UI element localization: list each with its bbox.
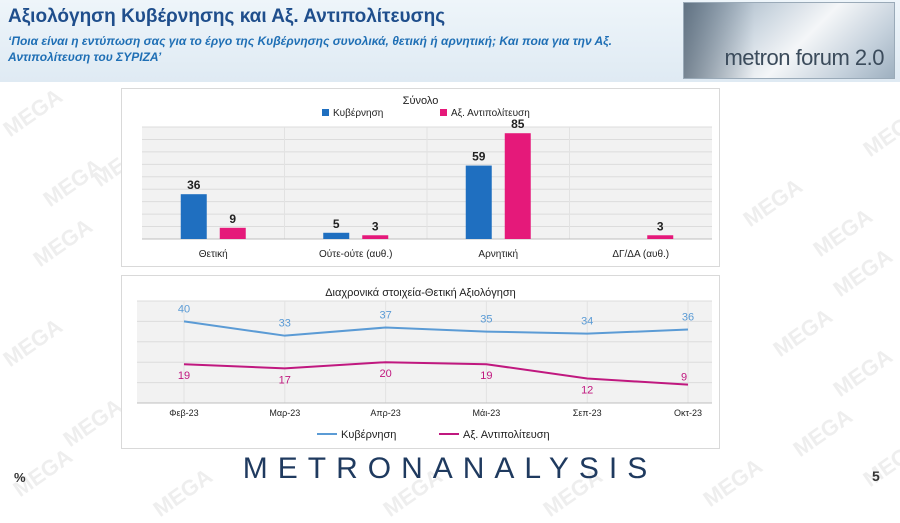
data-label: 40 [178, 303, 190, 315]
legend-swatch-1 [440, 109, 447, 116]
logo-shade [684, 3, 754, 78]
legend-label-0: Κυβέρνηση [341, 429, 396, 441]
plot-background [137, 301, 712, 403]
data-label: 36 [682, 312, 694, 324]
category-label: Θετική [199, 248, 228, 260]
watermark: MEGA [768, 303, 837, 362]
bar-value-label: 9 [229, 212, 236, 226]
data-label: 19 [480, 370, 492, 382]
watermark: MEGA [858, 103, 900, 162]
category-label: Μάι-23 [473, 408, 501, 418]
category-label: Σεπ-23 [573, 408, 602, 418]
slide-title: Αξιολόγηση Κυβέρνησης και Αξ. Αντιπολίτε… [8, 6, 446, 27]
slide-subtitle: ‘Ποια είναι η εντύπωση σας για το έργο τ… [8, 34, 612, 64]
bar-value-label: 59 [472, 150, 486, 164]
data-label: 33 [279, 318, 291, 330]
category-label: Απρ-23 [370, 408, 400, 418]
chart-title: Διαχρονικά στοιχεία-Θετική Αξιολόγηση [325, 287, 516, 299]
bar-value-label: 85 [511, 117, 525, 131]
watermark: MEGA [58, 393, 127, 452]
bar-1-1 [362, 235, 389, 239]
data-label: 17 [279, 374, 291, 386]
series-line-0 [183, 320, 689, 337]
chart-total: Σύνολο Κυβέρνηση Αξ. Αντιπολίτευση 36 9 Θετικ… [121, 88, 720, 267]
data-label: 35 [480, 314, 492, 326]
category-label: Φεβ-23 [169, 408, 198, 418]
bar-value-label: 3 [372, 219, 379, 233]
watermark: MEGA [0, 83, 67, 142]
watermark: MEGA [808, 203, 877, 262]
watermark: MEGA [0, 313, 67, 372]
logo-text: metron forum 2.0 [724, 45, 884, 70]
series-line-1 [183, 361, 689, 386]
bar-0-1 [323, 232, 350, 239]
watermark: MEGA [828, 243, 897, 302]
metron-analysis-logo: METRONANALYSIS [242, 452, 658, 485]
bar-1-0 [219, 227, 246, 239]
watermark: MEGA [828, 343, 897, 402]
chart-timeline: Διαχρονικά στοιχεία-Θετική Αξιολόγηση 40 3… [121, 275, 720, 449]
bar-0-0 [180, 194, 207, 239]
bar-chart-svg: Σύνολο Κυβέρνηση Αξ. Αντιπολίτευση 36 9 Θετικ… [142, 95, 712, 260]
category-label: Οκτ-23 [674, 408, 702, 418]
data-label: 19 [178, 370, 190, 382]
bar-value-label: 5 [333, 217, 340, 231]
watermark: MEGA [28, 213, 97, 272]
data-label: 20 [379, 368, 391, 380]
data-label: 34 [581, 316, 593, 328]
bar-0-2 [465, 165, 492, 239]
category-label: Αρνητική [478, 248, 518, 260]
percent-label: % [14, 470, 26, 485]
page-number: 5 [872, 468, 880, 484]
legend-swatch-0 [322, 109, 329, 116]
category-label: ΔΓ/ΔΑ (αυθ.) [612, 249, 669, 260]
data-label: 37 [379, 310, 391, 322]
bar-1-3 [647, 235, 674, 239]
legend-label-1: Αξ. Αντιπολίτευση [463, 429, 550, 441]
line-chart-svg: Διαχρονικά στοιχεία-Θετική Αξιολόγηση 40 3… [137, 287, 712, 441]
data-label: 9 [681, 372, 687, 384]
category-label: Ούτε-ούτε (αυθ.) [319, 248, 392, 260]
bar-1-2 [504, 133, 531, 239]
bar-value-label: 36 [187, 178, 201, 192]
data-label: 12 [581, 385, 593, 397]
bar-value-label: 3 [657, 219, 664, 233]
legend-label-1: Αξ. Αντιπολίτευση [451, 107, 530, 119]
category-label: Μαρ-23 [269, 408, 300, 418]
metron-forum-logo: metron forum 2.0 [683, 2, 895, 79]
watermark: MEGA [738, 173, 807, 232]
watermark: MEGA [38, 153, 107, 212]
slide-header: Αξιολόγηση Κυβέρνησης και Αξ. Αντιπολίτε… [0, 0, 900, 82]
chart-title: Σύνολο [403, 95, 439, 107]
legend-label-0: Κυβέρνηση [333, 107, 383, 119]
